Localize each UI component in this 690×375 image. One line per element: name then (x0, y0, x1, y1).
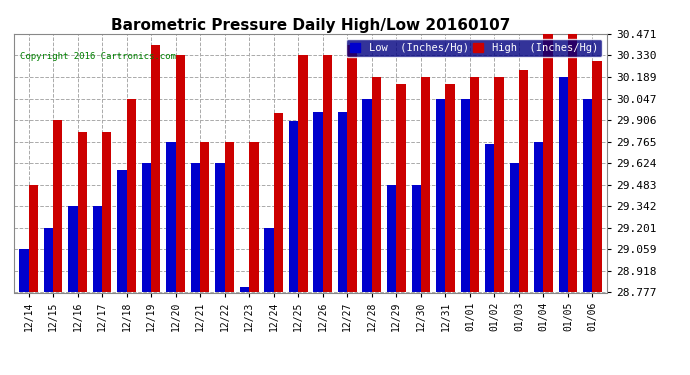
Bar (323, 55, 332, 292)
Bar (568, 34, 578, 292)
Bar (495, 77, 504, 292)
Text: Copyright 2016 Cartronics.com: Copyright 2016 Cartronics.com (20, 52, 176, 61)
Bar (68, 206, 77, 292)
Bar (396, 84, 406, 292)
Bar (313, 112, 323, 292)
Bar (510, 163, 519, 292)
Bar (421, 77, 430, 292)
Bar (28, 185, 38, 292)
Bar (544, 34, 553, 292)
Bar (166, 142, 176, 292)
Bar (559, 77, 568, 292)
Bar (19, 249, 28, 292)
Bar (583, 99, 593, 292)
Bar (77, 132, 87, 292)
Bar (534, 142, 544, 292)
Bar (191, 163, 200, 292)
Bar (460, 99, 470, 292)
Bar (92, 206, 102, 292)
Bar (470, 77, 479, 292)
Bar (298, 55, 308, 292)
Bar (126, 99, 136, 292)
Bar (225, 142, 234, 292)
Bar (519, 70, 529, 292)
Bar (176, 55, 185, 292)
Bar (215, 163, 225, 292)
Bar (485, 144, 495, 292)
Bar (200, 142, 210, 292)
Bar (142, 163, 151, 292)
Bar (593, 61, 602, 292)
Legend: Low  (Inches/Hg), High  (Inches/Hg): Low (Inches/Hg), High (Inches/Hg) (346, 39, 602, 57)
Bar (274, 113, 283, 292)
Bar (43, 228, 53, 292)
Bar (387, 184, 396, 292)
Bar (372, 77, 381, 292)
Bar (117, 170, 126, 292)
Bar (362, 99, 372, 292)
Bar (240, 288, 249, 292)
Bar (102, 132, 111, 292)
Bar (151, 45, 161, 292)
Bar (249, 142, 259, 292)
Bar (347, 45, 357, 292)
Bar (445, 84, 455, 292)
Bar (436, 99, 445, 292)
Title: Barometric Pressure Daily High/Low 20160107: Barometric Pressure Daily High/Low 20160… (111, 18, 510, 33)
Bar (264, 228, 274, 292)
Bar (53, 120, 62, 292)
Bar (289, 121, 298, 292)
Bar (338, 112, 347, 292)
Bar (411, 184, 421, 292)
